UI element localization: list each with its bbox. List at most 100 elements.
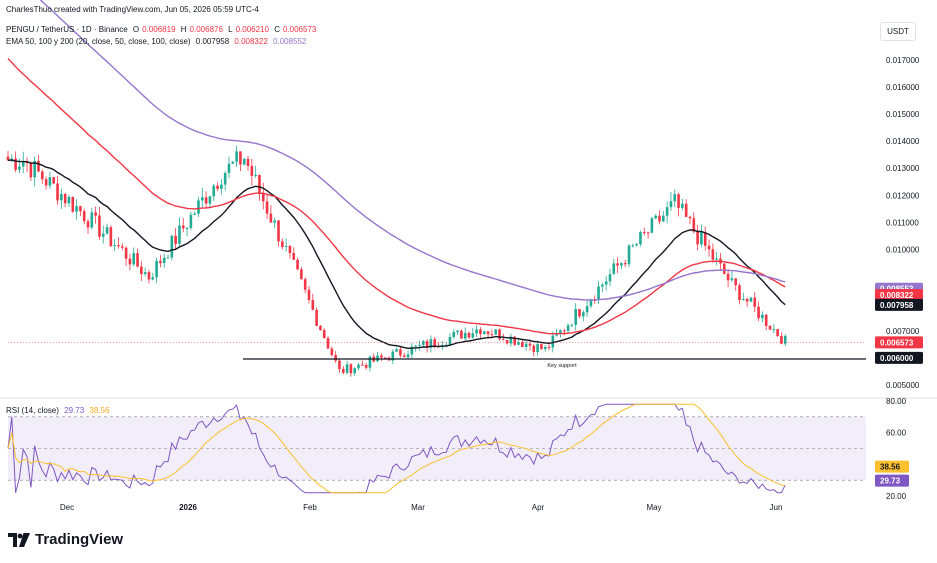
candle-body [197,200,200,214]
candle [376,351,379,362]
candle [322,328,326,339]
candle [6,151,10,161]
candle-body [631,245,635,247]
candle-body [726,273,730,281]
currency-button[interactable]: USDT [880,22,916,41]
candle-body [562,330,566,332]
candle [231,160,235,164]
candle-body [40,171,44,180]
candle [121,243,124,251]
candle-body [616,263,619,266]
candle-body [684,203,688,217]
candle [246,155,250,171]
candle [402,352,406,358]
candle-body [349,364,353,374]
candle-body [44,179,48,186]
candle [551,331,555,353]
candle [425,339,429,353]
candle [570,323,574,328]
candle [582,310,585,322]
candle [669,192,673,211]
candle-body [140,266,143,274]
ohlc-open: O 0.006819 [132,25,176,34]
tradingview-logo[interactable]: TradingView [8,531,123,548]
candle [303,277,307,294]
candle [307,286,311,304]
candle-body [368,356,372,368]
candle [562,328,566,336]
candle-body [696,231,699,245]
candle [29,161,33,181]
candle [703,226,707,251]
candle [223,170,227,191]
candle-body [418,344,421,346]
candle [601,282,604,293]
candle [67,194,71,208]
candle [40,169,44,185]
candle-body [79,206,82,212]
candle-body [612,263,616,275]
candle [52,176,56,185]
candle-body [143,272,147,274]
candle-body [414,345,417,347]
candle [353,367,357,376]
candle-body [105,227,109,234]
candle-body [608,274,612,282]
candle [33,156,36,187]
candle-body [330,348,334,356]
candle-body [235,151,238,162]
candle-body [284,246,288,248]
ema-legend[interactable]: EMA 50, 100 y 200 (20, close, 50, close,… [6,37,309,46]
candle-body [730,278,734,281]
candle [277,219,280,247]
candle [711,243,715,263]
candle [79,205,82,217]
candle-body [555,333,558,336]
candle-body [669,201,673,208]
candle [10,154,14,163]
candle [543,345,547,352]
candle [319,325,322,331]
candle-body [566,325,570,331]
candle-body [307,289,311,301]
candle-body [665,207,669,216]
candle [143,267,147,277]
candle [90,207,94,230]
candle-body [303,279,307,290]
candle [681,198,684,211]
candle [75,199,78,220]
candle-body [67,196,71,204]
candle [620,262,623,270]
symbol-legend[interactable]: PENGU / TetherUS · 1D · Binance O 0.00681… [6,25,319,34]
candle [528,339,532,351]
candle-body [37,160,40,172]
candle-body [288,246,292,254]
candle [166,254,170,259]
candle-body [517,342,520,345]
candle-body [738,285,741,301]
candle-body [509,336,513,344]
candle-body [60,193,63,201]
candle-body [178,225,181,244]
candle [189,211,193,231]
candle-body [216,185,219,189]
rsi-legend[interactable]: RSI (14, close) 29.73 38.56 [6,406,112,415]
candle-body [463,332,467,339]
candle-body [597,286,600,301]
x-tick-label: Feb [303,503,317,512]
candle [452,329,456,340]
candle-body [722,263,726,274]
x-tick-label: 2026 [179,503,197,512]
brand-name: TradingView [35,531,124,548]
candle-body [277,220,280,242]
candle-body [220,184,223,189]
candle [86,219,90,234]
candle-body [361,364,364,366]
candle-body [380,355,383,358]
candle-body [749,297,753,302]
candle [429,335,433,353]
candle-body [776,329,779,336]
candle [578,309,581,319]
candle-body [315,309,318,326]
